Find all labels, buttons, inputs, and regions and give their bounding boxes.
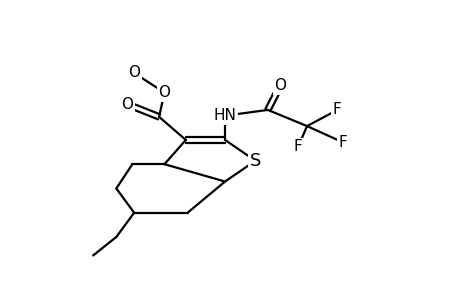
Text: O: O bbox=[121, 97, 133, 112]
Text: O: O bbox=[128, 65, 140, 80]
Text: HN: HN bbox=[213, 108, 236, 123]
Text: S: S bbox=[249, 152, 260, 170]
Text: F: F bbox=[332, 102, 341, 117]
Text: F: F bbox=[293, 140, 302, 154]
Text: O: O bbox=[158, 85, 170, 100]
Text: F: F bbox=[337, 135, 347, 150]
Text: O: O bbox=[274, 78, 285, 93]
